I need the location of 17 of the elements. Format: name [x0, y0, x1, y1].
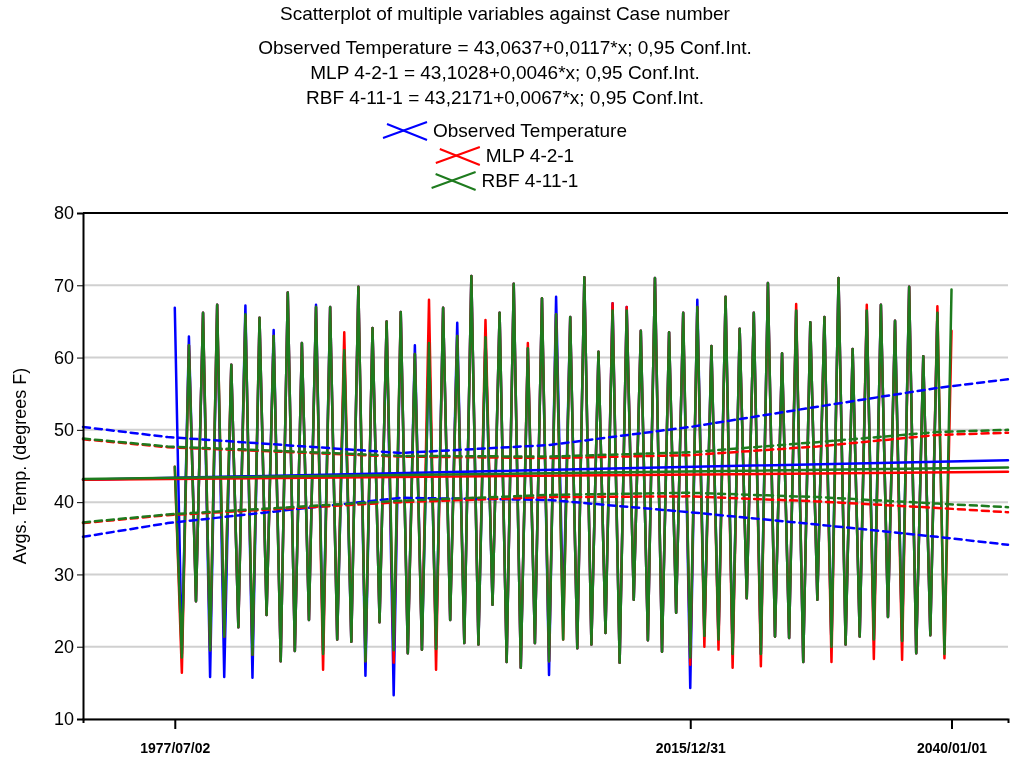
- y-tick-label: 70: [53, 275, 74, 296]
- legend-label: MLP 4-2-1: [485, 145, 575, 166]
- chart-subtitle: Observed Temperature = 43,0637+0,0117*x; 0,95 Conf.Int. MLP 4-2-1 = 43,1028+0,0046*x; 0,95 Conf.Int. RBF 4-11-1 = 43,2171+0,0067*x; 0,95 Conf.Int.: [258, 37, 752, 108]
- y-tick-label: 50: [53, 420, 74, 441]
- x-tick-label: 1977/07/02: [140, 739, 211, 756]
- y-tick-label: 20: [53, 636, 74, 657]
- legend-label: Observed Temperature: [433, 120, 627, 141]
- y-tick-label: 40: [53, 492, 74, 513]
- y-tick-label: 60: [53, 347, 74, 368]
- legend-label: RBF 4-11-1: [481, 170, 579, 191]
- x-tick-label: 2040/01/01: [916, 739, 988, 756]
- y-tick-label: 80: [53, 203, 74, 224]
- y-axis-title: Avgs. Temp. (degrees F): [10, 367, 30, 565]
- x-tick-label: 2015/12/31: [655, 739, 726, 756]
- chart-title: Scatterplot of multiple variables against Case number: [280, 3, 731, 24]
- y-tick-label: 10: [53, 709, 74, 730]
- y-tick-label: 30: [53, 564, 74, 585]
